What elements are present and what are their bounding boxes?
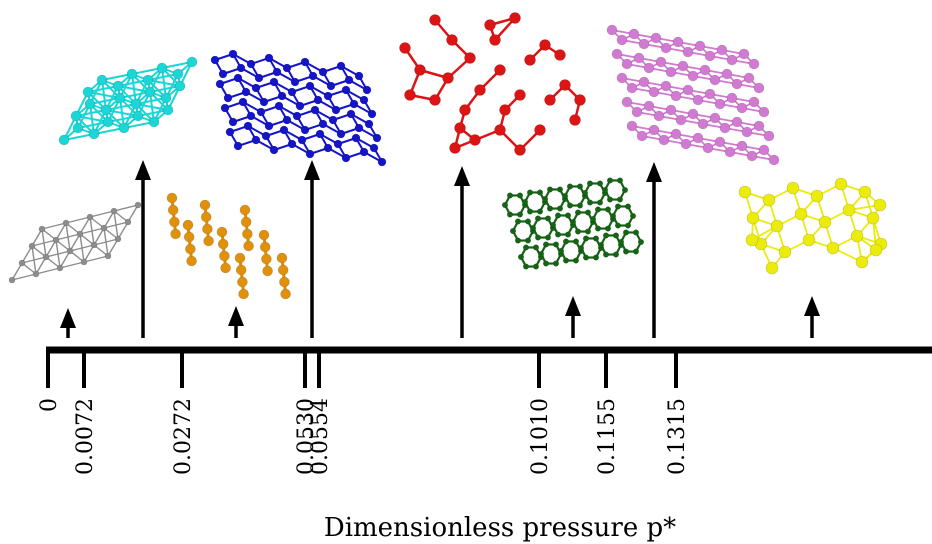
- axis-ticks: [46, 350, 678, 388]
- gray-fcc-lattice: [8, 201, 142, 284]
- cyan-cubic-lattice: [58, 56, 198, 146]
- phase-arrows: [60, 160, 820, 338]
- arrow: [804, 296, 820, 338]
- tick-label: 0.0272: [171, 398, 196, 475]
- arrow: [565, 296, 581, 338]
- tick-label: 0.1155: [595, 398, 620, 475]
- arrow: [646, 162, 662, 338]
- x-axis-title: Dimensionless pressure p*: [324, 513, 676, 543]
- crystal-structures: [8, 12, 888, 300]
- tick-label: 0.0530: [294, 398, 319, 475]
- tick-label: 0.0554: [308, 398, 333, 475]
- arrow: [135, 160, 151, 338]
- orange-chain-structure: [166, 192, 291, 300]
- red-network-structure: [399, 12, 586, 156]
- tick-label: 0: [37, 398, 62, 412]
- arrow: [60, 308, 76, 338]
- tick-label: 0.1010: [528, 398, 553, 475]
- arrow: [228, 306, 244, 338]
- green-helical-structure: [501, 177, 645, 270]
- yellow-dense-structure: [738, 177, 888, 275]
- violet-layered-structure: [606, 24, 780, 166]
- tick-label: 0.0072: [73, 398, 98, 475]
- blue-layered-hexagonal: [210, 49, 387, 167]
- arrow: [454, 166, 470, 338]
- arrow: [304, 160, 320, 338]
- tick-label: 0.1315: [665, 398, 690, 475]
